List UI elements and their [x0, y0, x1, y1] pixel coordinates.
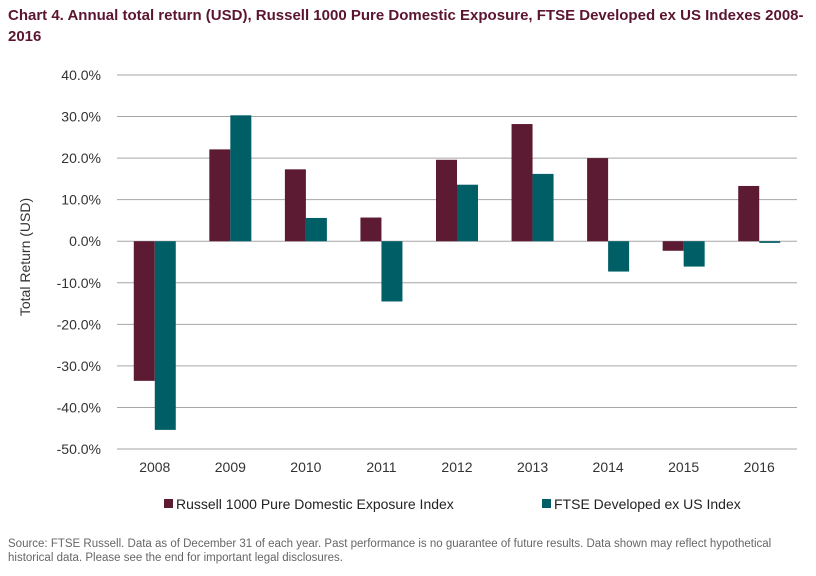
x-tick-label: 2008 — [139, 459, 170, 475]
y-axis-ticks: 40.0% 30.0% 20.0% 10.0% 0.0% -10.0% -20.0% -30.… — [57, 67, 101, 457]
bar-ftse-2008 — [154, 241, 176, 430]
x-tick-label: 2011 — [366, 459, 396, 475]
y-tick-label: -30.0% — [57, 358, 101, 374]
bar-ftse-2009 — [230, 115, 252, 242]
bar-ftse-2016 — [759, 241, 781, 243]
chart-title: Chart 4. Annual total return (USD), Russ… — [8, 7, 804, 45]
x-tick-label: 2010 — [290, 459, 321, 475]
x-tick-label: 2013 — [517, 459, 548, 475]
y-tick-label: 20.0% — [61, 150, 101, 166]
source-footnote: Source: FTSE Russell. Data as of Decembe… — [8, 538, 772, 564]
x-tick-label: 2009 — [215, 459, 246, 475]
y-tick-label: 30.0% — [61, 109, 101, 125]
x-tick-label: 2015 — [668, 459, 699, 475]
legend-label: Russell 1000 Pure Domestic Exposure Inde… — [176, 496, 454, 512]
y-tick-label: -40.0% — [57, 399, 101, 415]
legend-label: FTSE Developed ex US Index — [554, 496, 741, 512]
bar-russell-2014 — [587, 158, 609, 242]
bar-russell-2010 — [284, 169, 306, 242]
bar-ftse-2012 — [457, 184, 478, 242]
bar-ftse-2010 — [305, 217, 327, 242]
legend-swatch — [164, 499, 173, 508]
y-tick-label: -50.0% — [57, 441, 101, 457]
bar-russell-2011 — [360, 217, 382, 242]
y-tick-label: -20.0% — [57, 316, 101, 332]
y-axis-label: Total Return (USD) — [17, 198, 33, 316]
x-tick-label: 2012 — [441, 459, 472, 475]
bar-ftse-2015 — [683, 241, 705, 267]
y-tick-label: 40.0% — [61, 67, 101, 83]
y-tick-label: -10.0% — [57, 275, 101, 291]
x-tick-label: 2016 — [744, 459, 775, 475]
x-axis-ticks: 2008 2009 2010 2011 2012 2013 2014 2015 2016 — [139, 459, 775, 475]
bar-ftse-2014 — [608, 241, 630, 272]
legend: Russell 1000 Pure Domestic Exposure Inde… — [164, 496, 741, 512]
bar-ftse-2011 — [381, 241, 403, 302]
bar-ftse-2013 — [532, 173, 554, 242]
bar-russell-2013 — [511, 124, 533, 242]
bar-russell-2008 — [133, 241, 155, 381]
bar-russell-2009 — [209, 149, 231, 242]
y-tick-label: 0.0% — [69, 233, 101, 249]
legend-swatch — [542, 499, 551, 508]
y-tick-label: 10.0% — [61, 192, 101, 208]
bars — [133, 115, 781, 430]
bar-russell-2015 — [662, 241, 684, 251]
bar-russell-2016 — [738, 185, 760, 242]
bar-russell-2012 — [436, 159, 457, 242]
x-tick-label: 2014 — [593, 459, 624, 475]
